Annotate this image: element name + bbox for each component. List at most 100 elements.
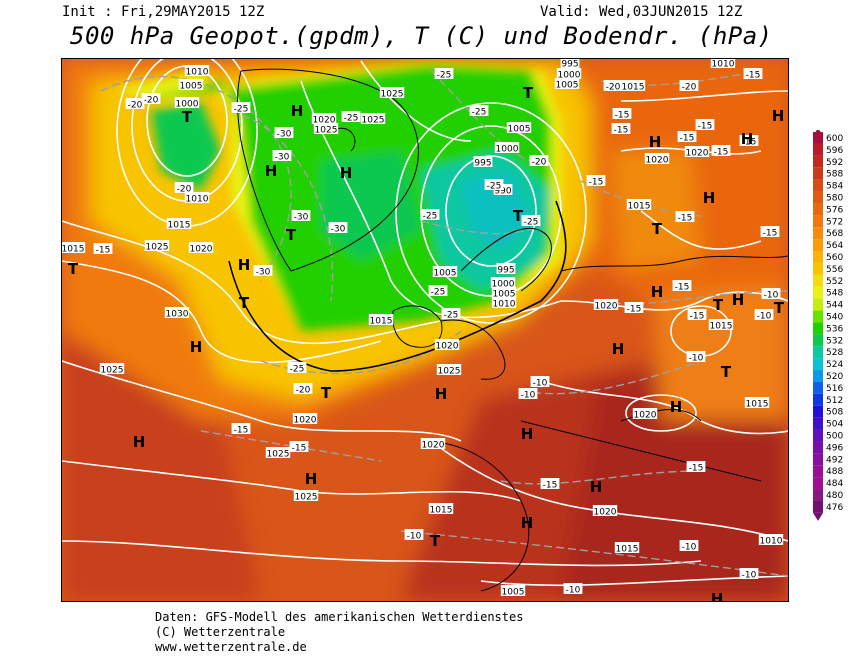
legend-swatch — [813, 465, 823, 478]
svg-text:-10: -10 — [407, 532, 422, 542]
svg-text:1025: 1025 — [146, 243, 169, 253]
isotherm-label: -10 — [530, 376, 550, 389]
low-pressure-symbol: T — [523, 84, 534, 102]
isotherm-label: -25 — [341, 111, 361, 124]
svg-text:-20: -20 — [177, 185, 192, 195]
legend-swatch — [813, 500, 823, 513]
isobar-label: 1015 — [708, 319, 734, 332]
isotherm-label: -15 — [687, 309, 707, 322]
isobar-lines — [62, 59, 788, 587]
legend-value: 476 — [826, 503, 843, 513]
isotherm-label: -10 — [761, 288, 781, 301]
svg-text:-20: -20 — [296, 386, 311, 396]
legend-value: 536 — [826, 324, 843, 334]
footer-url: www.wetterzentrale.de — [155, 640, 307, 654]
isotherm-label: -15 — [93, 243, 113, 256]
legend-value: 600 — [826, 134, 843, 144]
isobar-label: 1015 — [626, 199, 652, 212]
isobar-label: 1020 — [632, 408, 658, 421]
isotherm-label: -20 — [529, 155, 549, 168]
low-pressure-symbol: T — [182, 108, 193, 126]
legend-swatch — [813, 262, 823, 275]
isotherm-label: -20 — [141, 93, 161, 106]
isobar-label: 1020 — [434, 339, 460, 352]
legend-value: 548 — [826, 289, 843, 299]
svg-text:-15: -15 — [234, 426, 249, 436]
svg-text:-10: -10 — [682, 543, 697, 553]
isobar-label: 1030 — [164, 307, 190, 320]
svg-text:-15: -15 — [763, 229, 778, 239]
isotherm-label: -30 — [253, 265, 273, 278]
svg-text:-15: -15 — [698, 122, 713, 132]
legend-top-arrow — [813, 128, 823, 136]
isobar-label: 1025 — [99, 363, 125, 376]
isotherm-label: -25 — [231, 102, 251, 115]
weather-map: 1010 1005 1000 1010 1015 1020 1025 1015 1030 1025… — [61, 58, 789, 602]
isotherm-label: -30 — [328, 222, 348, 235]
low-pressure-symbol: T — [239, 294, 250, 312]
legend-swatch — [813, 334, 823, 347]
svg-text:1015: 1015 — [370, 317, 393, 327]
svg-text:-20: -20 — [128, 101, 143, 111]
svg-text:-10: -10 — [521, 391, 536, 401]
legend-swatch — [813, 179, 823, 192]
legend-swatch — [813, 477, 823, 490]
svg-text:-15: -15 — [615, 111, 630, 121]
isotherm-label: -10 — [679, 540, 699, 553]
svg-text:-30: -30 — [256, 268, 271, 278]
svg-text:-15: -15 — [627, 305, 642, 315]
legend-value: 504 — [826, 420, 843, 430]
isobar-label: 1015 — [744, 397, 770, 410]
svg-text:1025: 1025 — [101, 366, 124, 376]
svg-text:-25: -25 — [431, 288, 446, 298]
svg-text:-20: -20 — [144, 96, 159, 106]
isobar-label: 1015 — [62, 242, 86, 255]
legend-value: 596 — [826, 146, 843, 156]
high-pressure-symbol: H — [651, 283, 664, 301]
svg-text:1025: 1025 — [381, 90, 404, 100]
high-pressure-symbol: H — [612, 340, 625, 358]
isobar-label: 1000 — [174, 97, 200, 110]
high-pressure-symbol: H — [340, 164, 353, 182]
legend-value: 540 — [826, 313, 843, 323]
svg-text:1000: 1000 — [492, 280, 515, 290]
low-pressure-symbol: T — [652, 220, 663, 238]
isobar-label: 1015 — [166, 218, 192, 231]
isotherm-label: -15 — [743, 68, 763, 81]
high-pressure-symbol: H — [772, 107, 785, 125]
legend-swatch — [813, 310, 823, 323]
legend-swatch — [813, 441, 823, 454]
low-pressure-symbol: T — [713, 296, 724, 314]
isotherm-label: -15 — [739, 135, 759, 148]
isobar-label: 995 — [473, 156, 493, 169]
legend-swatch — [813, 429, 823, 442]
svg-text:-15: -15 — [680, 134, 695, 144]
isotherm-label: -25 — [521, 215, 541, 228]
isotherm-label: -20 — [679, 80, 699, 93]
isobar-label: 1010 — [710, 59, 736, 70]
low-pressure-symbol: T — [321, 384, 332, 402]
isobar-label: 1010 — [758, 534, 784, 547]
svg-text:1020: 1020 — [294, 416, 317, 426]
svg-text:1010: 1010 — [186, 195, 209, 205]
high-pressure-symbol: H — [590, 478, 603, 496]
svg-text:1010: 1010 — [493, 300, 516, 310]
legend-value: 520 — [826, 372, 843, 382]
svg-text:-10: -10 — [742, 571, 757, 581]
svg-text:-30: -30 — [275, 153, 290, 163]
svg-text:-15: -15 — [714, 148, 729, 158]
svg-text:-25: -25 — [344, 114, 359, 124]
legend-swatch — [813, 251, 823, 263]
isobar-label: 1005 — [491, 287, 517, 300]
legend-value: 528 — [826, 348, 843, 358]
isotherm-label: -10 — [686, 351, 706, 364]
legend-value: 552 — [826, 277, 843, 287]
svg-text:-15: -15 — [543, 481, 558, 491]
isobar-label: 1025 — [293, 490, 319, 503]
svg-text:-25: -25 — [437, 71, 452, 81]
legend-value: 572 — [826, 217, 843, 227]
svg-text:1015: 1015 — [430, 506, 453, 516]
svg-text:1020: 1020 — [634, 411, 657, 421]
svg-text:-30: -30 — [294, 213, 309, 223]
legend-value: 492 — [826, 455, 843, 465]
